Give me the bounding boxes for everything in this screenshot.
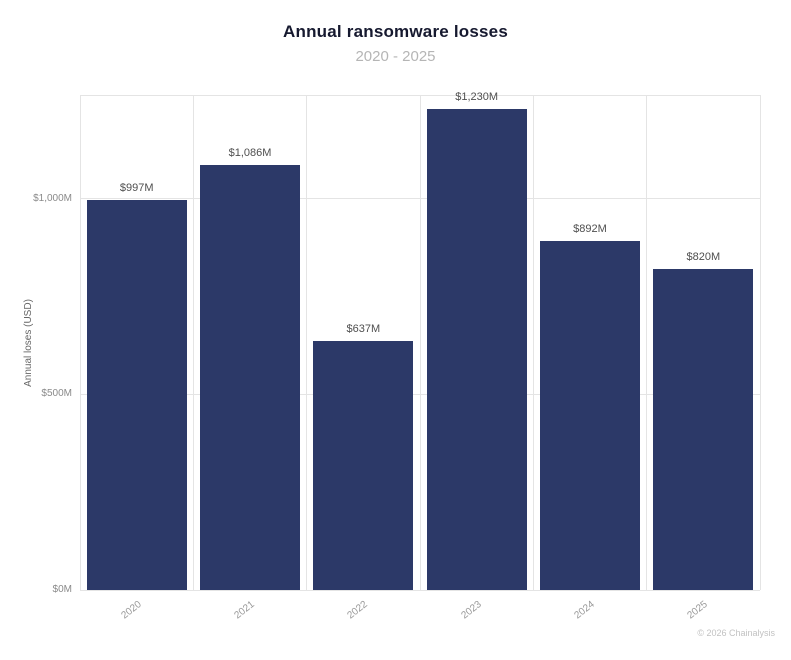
bar-value-label: $892M	[573, 222, 607, 235]
gridline-vertical	[646, 95, 648, 590]
gridline-vertical	[532, 95, 534, 590]
chart-title: Annual ransomware losses	[283, 22, 508, 41]
bar-value-label: $1,230M	[455, 90, 499, 103]
x-tick-label: 2024	[572, 599, 597, 622]
gridline-vertical	[419, 95, 421, 590]
bar-value-label: $637M	[346, 322, 381, 335]
bar	[200, 165, 300, 590]
y-tick-label: $500M	[41, 388, 72, 400]
x-tick-label: 2023	[459, 599, 484, 622]
gridline-vertical	[306, 95, 308, 590]
gridline-horizontal	[80, 589, 760, 591]
bar-value-label: $997M	[119, 181, 154, 194]
gridline-vertical	[192, 95, 194, 590]
y-axis-label: Annual loses (USD)	[23, 299, 34, 387]
bar	[313, 340, 414, 590]
bar	[653, 269, 754, 590]
gridline-vertical	[759, 95, 761, 590]
y-tick-label: $1,000M	[33, 192, 72, 204]
copyright-credit: © 2026 Chainalysis	[697, 628, 775, 638]
bar	[540, 240, 640, 590]
x-tick-label: 2021	[232, 599, 257, 622]
gridline-vertical	[79, 95, 81, 590]
bar	[86, 199, 187, 590]
bar-value-label: $1,086M	[228, 147, 272, 160]
x-tick-label: 2020	[119, 599, 144, 622]
x-tick-label: 2022	[345, 599, 371, 622]
chart-subtitle: 2020 - 2025	[355, 48, 436, 65]
y-tick-label: $0M	[52, 584, 72, 595]
bar-value-label: $820M	[686, 251, 721, 264]
bar	[426, 108, 527, 590]
